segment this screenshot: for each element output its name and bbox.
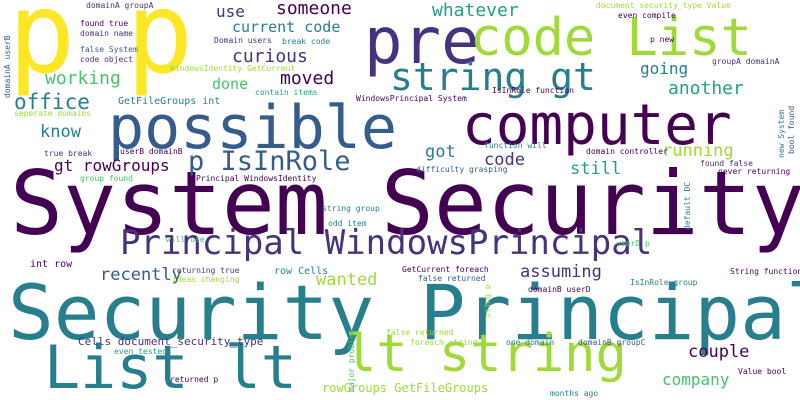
- word-string-gt: string gt: [390, 55, 596, 99]
- word-domaina-userb: domainA userB: [3, 35, 12, 98]
- word-getcurrent-foreach: GetCurrent foreach: [402, 265, 489, 274]
- word-new-system: new System: [777, 109, 786, 158]
- word-computer: computer: [462, 93, 732, 158]
- word-odd-item: odd item: [328, 219, 367, 228]
- word-string-function: String function: [730, 267, 800, 276]
- word-userd-p: userD p: [616, 239, 650, 248]
- word-code-list: code List: [470, 8, 752, 68]
- word-major-problem: major problem: [347, 329, 356, 392]
- word-seperate-domains: seperate domains: [14, 109, 92, 118]
- word-running: running: [662, 141, 734, 161]
- word-false-system: false System: [80, 45, 138, 54]
- word-p-1: p: [8, 0, 76, 99]
- word-isinrole-group: IsInRole group: [630, 278, 698, 287]
- word-even-compile: even compile: [618, 11, 676, 20]
- word-one-domain: one domain: [506, 338, 555, 347]
- word-p-isinrole: p IsInRole: [188, 146, 351, 177]
- word-found-true: found true: [80, 19, 129, 28]
- word-isinrole-function: IsInRole function: [492, 86, 574, 95]
- word-p-2: p: [126, 0, 194, 99]
- word-foreach-string: foreach string: [410, 338, 478, 347]
- word-another: another: [668, 78, 744, 99]
- word-office: office: [14, 90, 90, 114]
- word-int-row: int row: [30, 259, 73, 270]
- word-domain-users: Domain users: [214, 36, 272, 45]
- word-found-false: found false: [700, 159, 753, 168]
- word-document-security-type-value: document_security_type Value: [596, 1, 731, 10]
- word-assuming: assuming: [520, 262, 602, 282]
- word-domain-controller: domain controller: [586, 147, 668, 156]
- word-bool-found: bool found: [787, 105, 796, 154]
- word-returned-p: returned p: [170, 375, 219, 384]
- word-function-will: function will: [484, 141, 547, 150]
- word-someone: someone: [276, 0, 352, 19]
- word-principal-windowsidentity: Principal WindowsIdentity: [196, 174, 317, 183]
- word-principal-windowsprincipal: Principal WindowsPrincipal: [120, 223, 653, 263]
- word-value-bool: Value bool: [738, 367, 787, 376]
- word-curious: curious: [232, 46, 308, 67]
- word-code: code: [484, 150, 525, 170]
- word-gt-rowgroups: gt rowGroups: [54, 156, 170, 175]
- word-code-object: code object: [80, 55, 133, 64]
- word-groupa-domaina: groupA domainA: [712, 57, 780, 66]
- word-domaina-groupa: domainA groupA: [86, 1, 154, 10]
- word-pre: pre: [364, 5, 480, 79]
- word-list-lt: List lt: [44, 333, 297, 400]
- word-still: still: [570, 159, 622, 179]
- word-domain-name: domain name: [80, 29, 133, 38]
- word-done: done: [212, 75, 249, 93]
- word-contain-items: contain items: [255, 88, 318, 97]
- word-difficulty-grasping: difficulty grasping: [416, 165, 508, 174]
- word-default-dc: default DC: [683, 181, 692, 230]
- word-moved: moved: [280, 68, 335, 89]
- word-windowsprincipal-system: WindowsPrincipal System: [356, 94, 467, 103]
- word-group-found: group found: [80, 174, 133, 183]
- word-working: working: [45, 68, 121, 89]
- word-ideas-changing: ideas changing: [172, 275, 240, 284]
- word-false-returned-2: false returned: [386, 328, 454, 337]
- word-true-break: true break: [44, 149, 93, 158]
- word-going: going: [640, 59, 689, 78]
- word-returning-true: returning true: [172, 266, 240, 275]
- word-got: got: [425, 142, 456, 162]
- word-use: use: [216, 2, 245, 21]
- word-break-code: break code: [282, 37, 331, 46]
- word-false-returned-1: false returned: [418, 274, 486, 283]
- word-domainb-userd: domainB userD: [528, 285, 591, 294]
- word-using-p: using p: [483, 284, 492, 318]
- word-will-use: will use: [166, 235, 205, 244]
- word-recently: recently: [100, 265, 182, 285]
- word-windowsidentity-getcurrent: WindowsIdentity GetCurrent: [170, 64, 296, 73]
- word-getfilegroups-int: GetFileGroups int: [118, 96, 221, 107]
- word-couple: couple: [688, 342, 750, 362]
- word-know: know: [40, 122, 81, 142]
- word-company: company: [662, 370, 730, 389]
- word-possible: possible: [108, 93, 397, 163]
- word-cells-document-security-type: Cells document_security_type: [78, 335, 264, 348]
- word-wanted: wanted: [316, 270, 378, 290]
- word-months-ago: months ago: [550, 389, 599, 398]
- word-security-principal: Security Principal: [8, 268, 800, 357]
- word-row-cells: row Cells: [274, 266, 329, 277]
- word-p-new: p new: [650, 35, 675, 44]
- word-string-group: string group: [322, 204, 380, 213]
- word-whatever: whatever: [432, 0, 519, 21]
- word-never-returning: never returning: [718, 167, 791, 176]
- word-userb-domainb: userB domainB: [120, 147, 183, 156]
- word-rowgroups-getfilegroups: rowGroups GetFileGroups: [322, 381, 489, 395]
- word-even-tested: even tested: [114, 347, 167, 356]
- word-current-code: current code: [232, 18, 341, 36]
- word-system-security: System Security: [10, 152, 800, 255]
- word-lt-string: lt string: [345, 324, 627, 384]
- word-domainb-groupc: domainB groupC: [578, 338, 646, 347]
